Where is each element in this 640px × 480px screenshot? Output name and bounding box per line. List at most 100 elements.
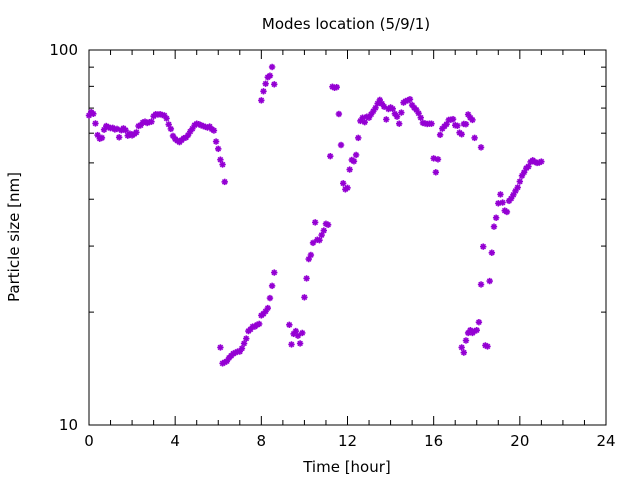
data-point (210, 127, 218, 134)
data-point (264, 304, 271, 312)
data-point (337, 141, 345, 149)
data-point (90, 110, 97, 117)
data-point (436, 131, 444, 139)
data-point (238, 345, 246, 352)
data-point (458, 131, 465, 138)
data-point (398, 109, 405, 116)
data-point (92, 120, 99, 127)
data-point (462, 337, 470, 344)
y-tick-label: 10 (59, 416, 78, 434)
data-point (271, 269, 278, 276)
data-point (492, 214, 500, 221)
data-point (288, 341, 295, 348)
data-point (301, 294, 308, 301)
data-point (303, 275, 310, 282)
data-point (215, 145, 222, 153)
data-point (299, 329, 306, 337)
data-point (480, 243, 487, 250)
data-point (258, 97, 265, 104)
y-tick-label: 100 (49, 41, 78, 59)
data-point (255, 320, 263, 328)
data-point (462, 121, 470, 128)
y-axis-title: Particle size [nm] (5, 172, 23, 302)
data-point (316, 237, 323, 244)
x-tick-label: 20 (510, 432, 529, 450)
x-axis-title: Time [hour] (302, 458, 391, 476)
data-point (432, 169, 440, 176)
data-point (499, 199, 506, 206)
data-point (327, 152, 334, 160)
data-point (333, 83, 340, 91)
data-point (514, 184, 521, 191)
data-point (286, 321, 293, 329)
data-point (163, 115, 170, 122)
data-point (212, 138, 220, 145)
data-point (268, 282, 276, 290)
data-point (516, 178, 524, 185)
data-point (477, 144, 485, 151)
data-point (428, 120, 435, 127)
data-point (471, 134, 478, 142)
data-point (294, 332, 302, 339)
data-point (122, 127, 129, 134)
x-tick-label: 0 (84, 432, 94, 450)
data-point (454, 122, 461, 129)
data-point (133, 129, 140, 136)
x-tick-label: 24 (596, 432, 615, 450)
data-point (221, 178, 228, 186)
data-point (307, 251, 315, 259)
data-point (406, 96, 414, 103)
data-point (335, 110, 343, 118)
data-point (488, 249, 496, 256)
data-point (167, 125, 175, 133)
x-tick-label: 12 (338, 432, 357, 450)
data-point (344, 184, 351, 192)
data-point (486, 277, 493, 285)
axis-ticks: 0 4 8 12 16 20 24 10 100 (49, 41, 615, 450)
data-point (262, 80, 269, 87)
data-point (417, 114, 424, 121)
data-point (490, 223, 498, 230)
data-point (271, 81, 278, 88)
x-tick-label: 4 (170, 432, 180, 450)
data-point (355, 134, 362, 142)
data-point (320, 227, 328, 234)
data-point (243, 335, 250, 342)
data-point (449, 115, 457, 123)
data-point (217, 156, 224, 163)
data-point (396, 120, 403, 127)
data-point (346, 166, 353, 173)
data-point (393, 113, 401, 120)
data-point (352, 151, 360, 159)
data-point (473, 326, 480, 334)
data-point (361, 118, 368, 126)
data-point (434, 156, 442, 163)
data-point (484, 343, 491, 350)
chart-title: Modes location (5/9/1) (262, 15, 430, 33)
data-point (266, 72, 274, 79)
data-point (458, 344, 465, 351)
data-point (383, 116, 390, 123)
data-point (503, 208, 511, 216)
x-tick-label: 16 (424, 432, 443, 450)
data-points (85, 63, 545, 367)
data-point (219, 161, 226, 168)
data-point (497, 191, 504, 198)
data-point (148, 118, 155, 125)
data-point (477, 281, 485, 288)
data-point (217, 344, 224, 351)
plot-frame (88, 49, 607, 426)
data-point (266, 294, 274, 302)
data-point (324, 221, 332, 228)
x-tick-label: 8 (257, 432, 267, 450)
data-point (475, 318, 483, 326)
data-point (339, 180, 347, 187)
data-point (296, 340, 304, 347)
data-point (115, 134, 123, 141)
data-point (460, 349, 468, 356)
data-point (260, 88, 267, 95)
data-point (268, 63, 276, 71)
plot-area (88, 49, 607, 426)
